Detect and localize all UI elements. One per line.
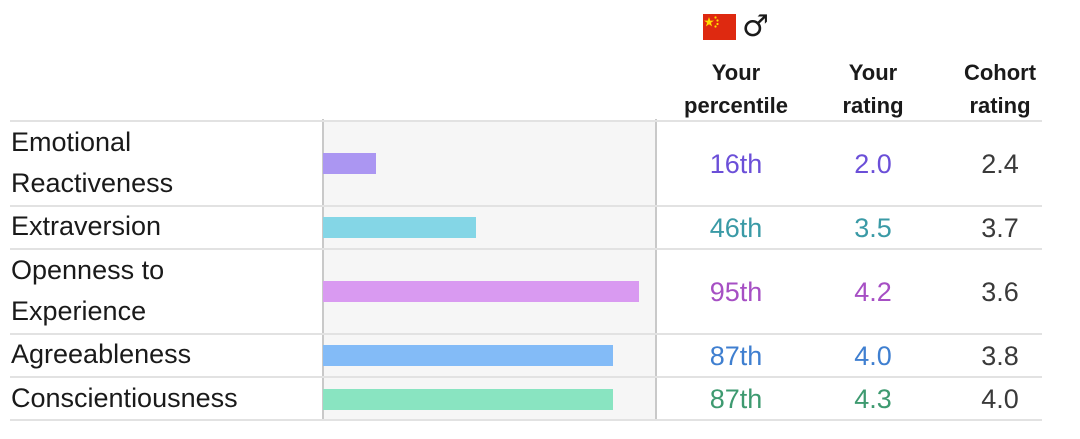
- your-rating-value: 4.3: [854, 384, 892, 414]
- percentile-bar: [323, 281, 640, 302]
- trait-label: Emotional Reactiveness: [11, 122, 173, 204]
- trait-label-line: Emotional: [11, 126, 132, 157]
- trait-label-line: Experience: [11, 295, 147, 326]
- percentile-value: 95th: [709, 276, 763, 307]
- your-rating-value: 4.2: [854, 276, 892, 307]
- header-icons: ♂: [703, 9, 769, 44]
- row-divider: [10, 376, 1042, 378]
- percentile-bar: [323, 388, 613, 410]
- header-your-rating: Your rating: [842, 60, 904, 118]
- row-divider: [10, 120, 1042, 122]
- percentile-value: 46th: [709, 212, 763, 243]
- cohort-rating-value: 3.7: [981, 212, 1019, 243]
- your-rating-value: 3.5: [854, 212, 892, 243]
- row-divider: [10, 248, 1042, 250]
- trait-label-line: Openness to: [11, 254, 165, 285]
- your-rating-value: 4.0: [854, 340, 892, 371]
- percentile-value: 16th: [709, 148, 763, 179]
- bar-area-right-border: [655, 119, 657, 420]
- bar-area-background: [323, 121, 656, 420]
- percentile-bar: [323, 345, 613, 366]
- bar-area-left-border: [322, 119, 324, 420]
- percentile-value: 87th: [709, 340, 763, 371]
- cohort-rating-value: 2.4: [981, 148, 1019, 179]
- row-divider: [10, 419, 1042, 421]
- percentile-bar: [323, 217, 477, 238]
- row-divider: [10, 333, 1042, 335]
- trait-label: Conscientiousness: [11, 378, 238, 419]
- your-rating-value: 2.0: [854, 148, 892, 179]
- trait-label: Extraversion: [11, 206, 161, 247]
- trait-label-line: Agreeableness: [11, 339, 192, 369]
- percentile-bar: [323, 153, 377, 174]
- trait-label-line: Conscientiousness: [11, 382, 238, 413]
- percentile-value: 87th: [709, 384, 763, 414]
- china-flag-icon: [703, 14, 736, 40]
- header-your-percentile: Your percentile: [684, 60, 788, 118]
- cohort-rating-value: 3.6: [981, 276, 1019, 307]
- trait-label: Openness to Experience: [11, 250, 164, 332]
- trait-label-line: Reactiveness: [11, 167, 174, 198]
- trait-label: Agreeableness: [11, 334, 191, 375]
- cohort-rating-value: 4.0: [981, 384, 1019, 414]
- cohort-rating-value: 3.8: [981, 340, 1019, 371]
- header-cohort-rating: Cohort rating: [963, 60, 1037, 118]
- row-divider: [10, 205, 1042, 207]
- trait-label-line: Extraversion: [11, 211, 162, 241]
- male-symbol-icon: ♂: [742, 9, 769, 44]
